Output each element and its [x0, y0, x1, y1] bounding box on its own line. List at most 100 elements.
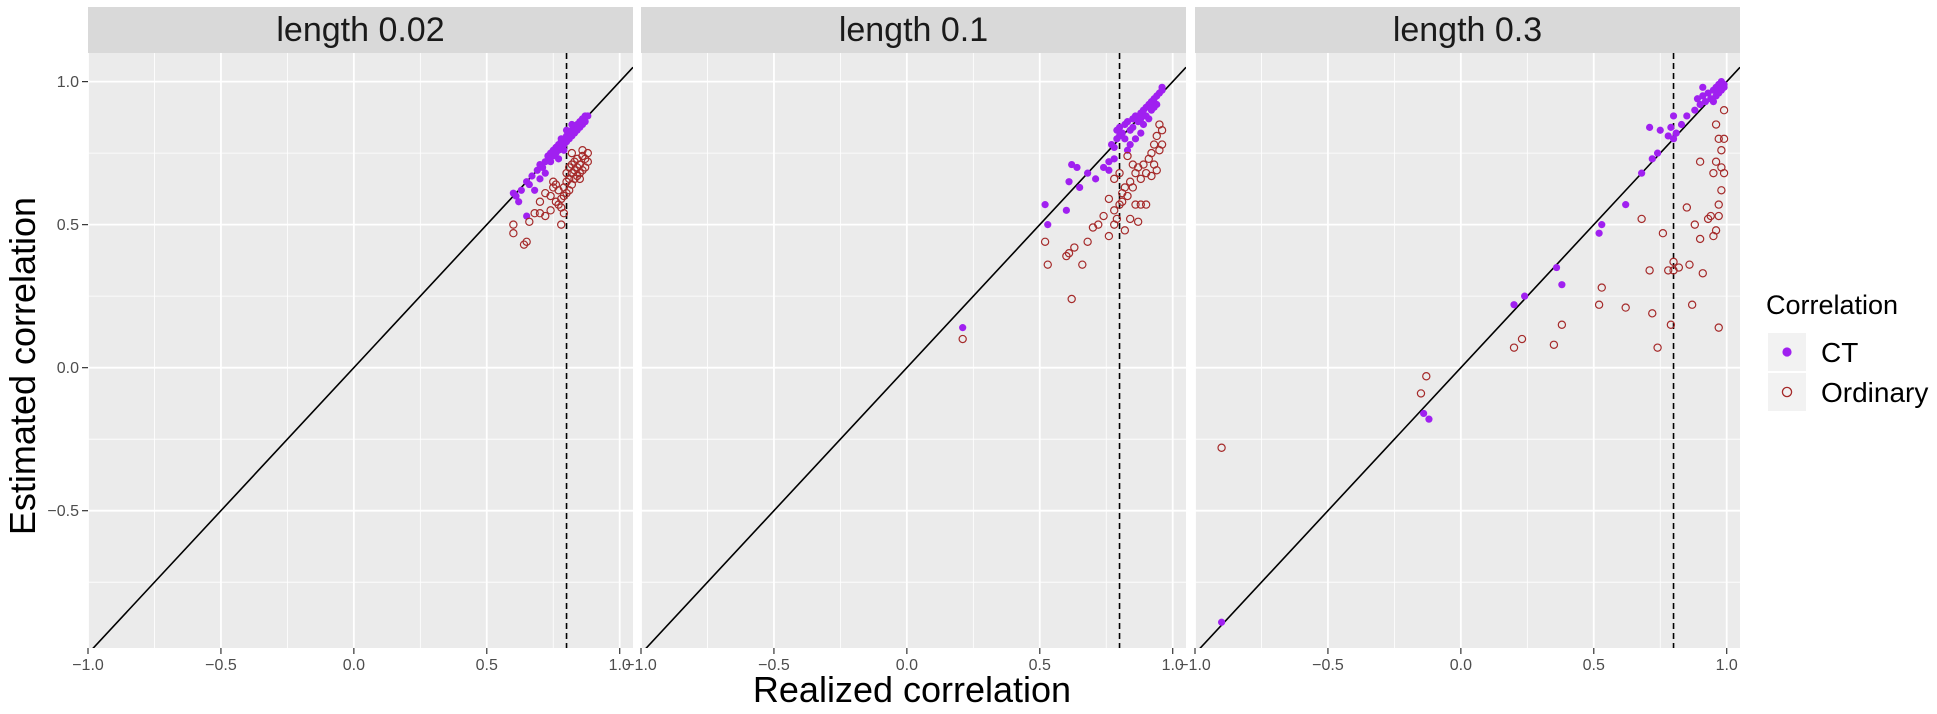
point-ct	[1126, 140, 1134, 149]
point-ordinary	[575, 174, 585, 184]
point-ordinary	[958, 334, 967, 344]
point-ct	[568, 120, 576, 129]
point-ordinary	[1125, 214, 1135, 224]
point-ordinary	[541, 211, 550, 221]
point-ct	[554, 155, 563, 163]
point-ordinary	[1549, 340, 1559, 349]
point-ct	[1653, 149, 1662, 157]
point-ordinary	[1094, 220, 1103, 229]
point-ordinary	[1099, 211, 1108, 221]
point-ordinary	[1706, 211, 1715, 221]
point-ordinary	[509, 220, 518, 229]
point-ct	[1084, 169, 1092, 177]
point-ordinary	[1104, 194, 1114, 204]
point-ct	[1137, 129, 1145, 137]
point-ordinary	[1117, 188, 1127, 198]
point-ordinary	[1714, 323, 1723, 332]
point-ordinary	[1557, 320, 1567, 329]
point-ordinary	[1658, 229, 1668, 238]
point-ordinary	[1083, 237, 1092, 246]
point-ct	[541, 169, 549, 177]
legend-key-ordinary	[1781, 386, 1793, 398]
point-ct	[1123, 118, 1132, 126]
point-ordinary	[1131, 200, 1140, 209]
panel-title: length 0.3	[1393, 11, 1542, 49]
point-ordinary	[1067, 294, 1076, 304]
point-ordinary	[1064, 249, 1074, 258]
x-tick-label: 1.0	[609, 657, 631, 674]
point-ct	[1648, 155, 1656, 163]
point-ordinary	[1664, 266, 1673, 275]
panel-strip	[641, 7, 1186, 53]
point-ct	[539, 163, 547, 172]
point-ordinary	[1152, 166, 1161, 175]
point-ct	[1105, 158, 1113, 166]
point-ordinary	[1674, 263, 1684, 272]
point-ordinary	[1112, 214, 1122, 224]
x-tick-label: −0.5	[758, 657, 790, 674]
y-tick-label: 0.0	[57, 360, 79, 377]
point-ct	[1131, 135, 1140, 143]
x-tick-label: −1.0	[625, 657, 657, 674]
point-ct	[1696, 100, 1704, 109]
point-ct	[1646, 123, 1654, 131]
point-ct	[1062, 206, 1070, 214]
point-ordinary	[1714, 200, 1723, 209]
y-tick-label: −0.5	[47, 503, 79, 520]
point-ct	[1693, 95, 1702, 103]
point-ordinary	[1597, 283, 1606, 292]
point-ct	[1552, 263, 1561, 272]
point-ordinary	[1711, 157, 1721, 166]
point-ordinary	[1147, 171, 1156, 181]
y-tick-label: 0.5	[57, 217, 79, 234]
point-ordinary	[559, 208, 569, 218]
point-ct	[536, 175, 544, 183]
point-ct	[1598, 221, 1606, 229]
point-ordinary	[1682, 203, 1692, 212]
point-ct	[1041, 201, 1049, 209]
point-ct	[533, 166, 541, 174]
point-ct	[1145, 115, 1153, 123]
point-ordinary	[1115, 200, 1124, 209]
point-ordinary	[1645, 266, 1654, 275]
point-ct	[1105, 166, 1113, 174]
point-ordinary	[1719, 106, 1729, 115]
point-ct	[1110, 143, 1118, 151]
point-ordinary	[1690, 220, 1700, 229]
point-ordinary	[1157, 126, 1167, 135]
point-ordinary	[1157, 140, 1167, 149]
panel-background	[641, 53, 1186, 648]
point-ordinary	[583, 157, 593, 166]
point-ordinary	[1040, 237, 1050, 246]
point-ct	[1699, 83, 1707, 91]
point-ordinary	[1416, 389, 1426, 398]
point-ordinary	[530, 208, 539, 218]
point-ordinary	[1709, 168, 1718, 178]
point-ordinary	[557, 220, 566, 229]
point-ct	[1420, 409, 1428, 418]
point-ct	[552, 149, 560, 157]
point-ct	[584, 112, 592, 120]
point-ordinary	[1719, 168, 1729, 178]
point-ct	[1131, 112, 1140, 120]
point-ordinary	[1711, 226, 1721, 235]
point-ct	[1699, 92, 1707, 100]
point-ct	[560, 146, 568, 154]
x-tick-label: 0.5	[476, 657, 498, 674]
panels-layer: length 0.02 −1.0 −0.5 0.0 0.5 1.0 length 0.1 −1…	[72, 7, 1740, 674]
point-ordinary	[522, 237, 531, 246]
point-ct	[531, 186, 539, 194]
point-ordinary	[1621, 303, 1630, 312]
point-ordinary	[1152, 131, 1161, 141]
point-ct	[1425, 415, 1433, 423]
point-ordinary	[541, 188, 550, 198]
point-ct	[1704, 89, 1712, 97]
legend-label-ordinary: Ordinary	[1821, 377, 1928, 408]
point-ct	[1121, 135, 1129, 143]
point-ordinary	[1509, 343, 1519, 352]
x-tick-label: 0.5	[1583, 657, 1605, 674]
point-ordinary	[1666, 320, 1676, 329]
point-ordinary	[1147, 148, 1156, 158]
point-ordinary	[519, 240, 529, 249]
